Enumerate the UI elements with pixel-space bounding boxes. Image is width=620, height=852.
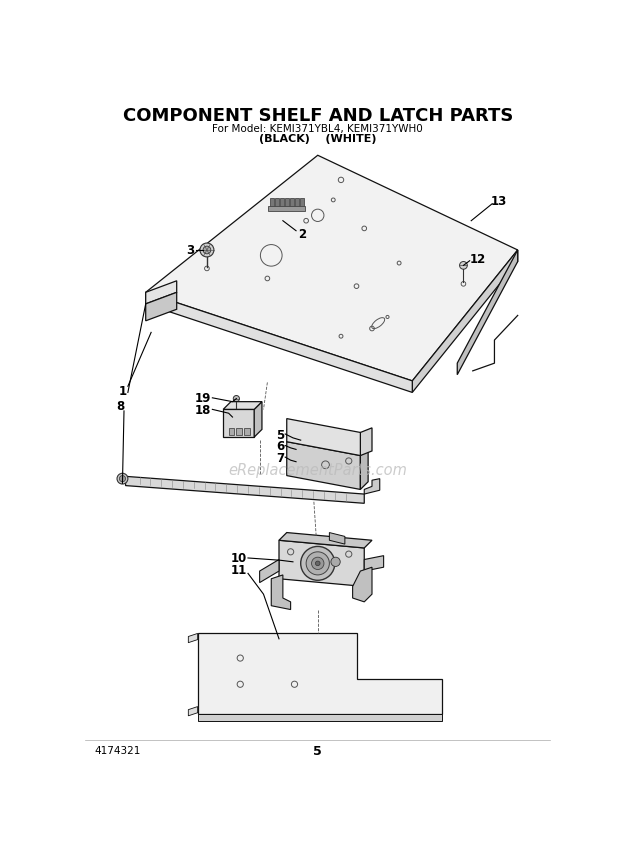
Bar — [295, 199, 299, 209]
Circle shape — [200, 244, 214, 257]
Text: 18: 18 — [195, 403, 211, 417]
Text: 6: 6 — [277, 440, 285, 452]
Polygon shape — [198, 633, 441, 714]
Bar — [275, 199, 278, 209]
Bar — [268, 207, 305, 211]
Bar — [229, 429, 234, 435]
Text: 11: 11 — [231, 563, 247, 576]
Polygon shape — [279, 533, 372, 549]
Polygon shape — [412, 250, 518, 393]
Circle shape — [316, 561, 320, 566]
Bar — [280, 199, 283, 209]
Polygon shape — [188, 707, 198, 716]
Polygon shape — [146, 293, 412, 393]
Polygon shape — [260, 560, 279, 583]
Bar — [300, 199, 304, 209]
Polygon shape — [360, 448, 368, 490]
Polygon shape — [223, 402, 262, 410]
Polygon shape — [360, 429, 372, 456]
Circle shape — [117, 474, 128, 485]
Text: 5: 5 — [313, 744, 322, 757]
Circle shape — [233, 396, 239, 402]
Text: 3: 3 — [186, 245, 194, 257]
Circle shape — [331, 557, 340, 567]
Text: 19: 19 — [195, 392, 211, 405]
Text: 1: 1 — [118, 385, 126, 398]
Polygon shape — [286, 442, 360, 490]
Text: 10: 10 — [231, 552, 247, 565]
Circle shape — [311, 557, 324, 570]
Polygon shape — [198, 714, 441, 722]
Text: 2: 2 — [298, 228, 306, 241]
Text: 7: 7 — [277, 451, 285, 464]
Text: COMPONENT SHELF AND LATCH PARTS: COMPONENT SHELF AND LATCH PARTS — [123, 107, 513, 125]
Polygon shape — [286, 419, 360, 456]
Polygon shape — [146, 281, 177, 304]
Polygon shape — [146, 156, 518, 382]
Text: 8: 8 — [116, 400, 124, 412]
Bar — [270, 199, 273, 209]
Bar — [244, 429, 249, 435]
Circle shape — [119, 476, 125, 482]
Polygon shape — [272, 575, 291, 610]
Polygon shape — [286, 435, 368, 456]
Polygon shape — [279, 541, 365, 587]
Polygon shape — [365, 556, 384, 572]
Text: 5: 5 — [277, 428, 285, 441]
Polygon shape — [329, 533, 345, 544]
Bar — [290, 199, 294, 209]
Bar — [285, 199, 289, 209]
Bar — [236, 429, 242, 435]
Polygon shape — [458, 250, 518, 375]
Circle shape — [203, 247, 211, 255]
Polygon shape — [365, 479, 379, 494]
Text: eReplacementParts.com: eReplacementParts.com — [228, 463, 407, 477]
Text: For Model: KEMI371YBL4, KEMI371YWH0: For Model: KEMI371YBL4, KEMI371YWH0 — [213, 124, 423, 134]
Text: 13: 13 — [490, 195, 507, 208]
Text: 4174321: 4174321 — [94, 746, 141, 756]
Text: 12: 12 — [469, 253, 485, 266]
Polygon shape — [146, 293, 177, 321]
Polygon shape — [254, 402, 262, 438]
Polygon shape — [223, 410, 254, 438]
Circle shape — [459, 262, 467, 270]
Text: (BLACK)    (WHITE): (BLACK) (WHITE) — [259, 134, 376, 143]
Circle shape — [306, 552, 329, 575]
Circle shape — [301, 547, 335, 580]
Polygon shape — [125, 477, 365, 504]
Polygon shape — [188, 634, 198, 643]
Polygon shape — [353, 567, 372, 602]
